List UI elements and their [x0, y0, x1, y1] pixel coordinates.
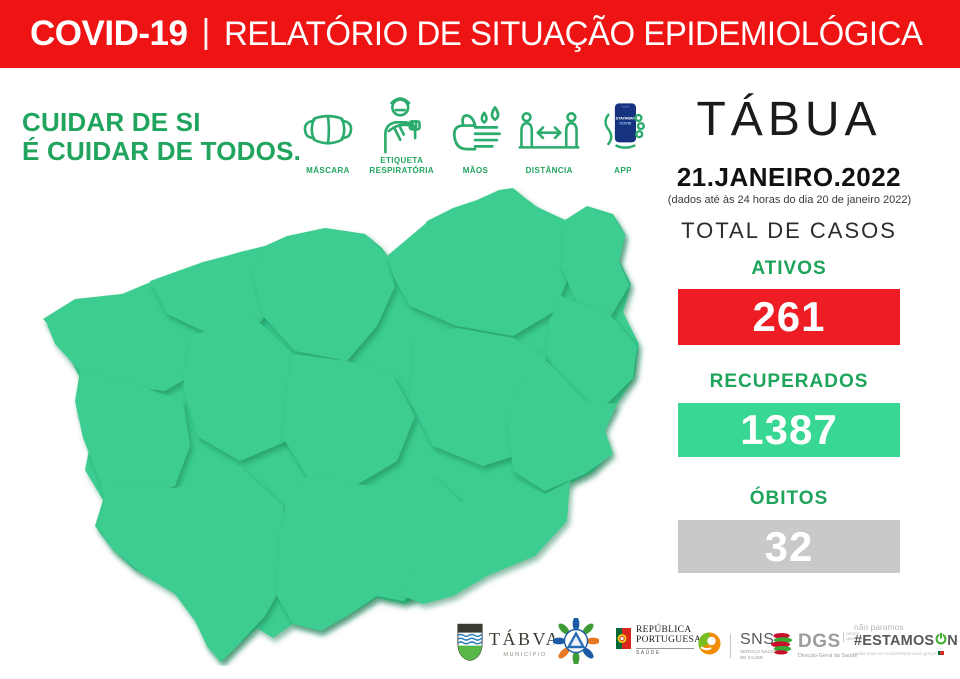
map-parish-piece	[253, 228, 395, 361]
municipality-title: TÁBUA	[696, 93, 882, 146]
active-cases-label: ATIVOS	[751, 258, 827, 279]
dgs-since-line2: 1899	[845, 636, 855, 642]
map-parish-piece	[283, 354, 415, 486]
covid19-brand: COVID-19	[30, 14, 188, 53]
sns-subtitle-line2: DE SAÚDE	[740, 654, 764, 660]
republica-line2: PORTUGUESA	[636, 635, 702, 646]
republica-portuguesa-logo: REPÚBLICA PORTUGUESA SAÚDE	[616, 625, 701, 656]
recovered-cases-label: RECUPERADOS	[709, 371, 869, 392]
map-parish-piece	[387, 190, 573, 336]
prevention-icons-row: MÁSCARA ETIQUETA RESPIRATÓRIA	[293, 97, 658, 176]
estamoson-small-text: Saiba mais em covid19estamoson.gov.pt	[854, 651, 936, 656]
estamoson-hashtag: #ESTAMOS	[854, 632, 935, 649]
social-distance-icon	[518, 98, 580, 164]
tabua-coat-of-arms-icon	[456, 620, 484, 667]
hand-washing-icon	[447, 98, 505, 164]
active-cases-value-box: 261	[678, 289, 900, 345]
republica-subtitle: SAÚDE	[636, 647, 694, 656]
sns-logo: SNS SERVIÇO NACIONAL DE SAÚDE	[698, 632, 784, 661]
mini-flag-icon	[937, 651, 944, 656]
app-screen-line1: STAYAWAY	[616, 117, 636, 121]
map-parish-piece	[507, 361, 617, 491]
prevention-item-cough-etiquette: ETIQUETA RESPIRATÓRIA	[367, 97, 437, 176]
municipality-map	[25, 176, 655, 666]
estamoson-tagline: não paramos	[854, 622, 904, 632]
prevention-label: MÁSCARA	[306, 166, 350, 175]
map-parish-piece	[183, 316, 307, 461]
map-parish-piece	[75, 371, 190, 498]
header-title: RELATÓRIO DE SITUAÇÃO EPIDEMIOLÓGICA	[224, 14, 923, 53]
deaths-label: ÓBITOS	[749, 488, 829, 509]
dgs-subtitle: Direção-Geral da Saúde	[798, 652, 858, 659]
prevention-item-hands: MÃOS	[441, 98, 511, 176]
tabua-municipality-logo: TÁBVA MUNICÍPIO	[456, 620, 561, 667]
header-divider: |	[201, 12, 211, 51]
tagline-line2: É CUIDAR DE TODOS.	[22, 136, 302, 167]
deaths-value: 32	[764, 522, 814, 570]
map-parish-piece	[547, 296, 637, 406]
sns-acronym: SNS	[740, 631, 775, 648]
prevention-label: ETIQUETA RESPIRATÓRIA	[369, 156, 435, 175]
estamoson-logo: não paramos #ESTAMOS N Saiba mais em cov…	[854, 622, 958, 656]
cough-etiquette-icon	[374, 94, 430, 154]
header-bar: COVID-19 | RELATÓRIO DE SITUAÇÃO EPIDEMI…	[0, 0, 960, 68]
map-parish-piece	[561, 208, 629, 316]
portugal-flag-icon	[616, 627, 631, 654]
prevention-label: APP	[614, 166, 632, 175]
tabua-logo-subtitle: MUNICÍPIO	[503, 652, 547, 658]
map-parish-piece	[403, 476, 570, 604]
prevention-item-distance: DISTÂNCIA	[514, 98, 584, 176]
dgs-logo: DGS DESDE 1899 Direção-Geral da Saúde	[770, 631, 859, 660]
report-date: 21.JANEIRO.2022	[676, 162, 902, 192]
app-screen-line2: COVID	[620, 122, 632, 126]
map-parish-piece	[97, 466, 293, 662]
recovered-cases-value-box: 1387	[678, 403, 900, 457]
dgs-acronym: DGS	[798, 631, 841, 653]
civil-protection-icon	[552, 617, 600, 669]
civil-protection-logo	[552, 617, 600, 669]
sns-icon	[698, 632, 721, 660]
covid-app-icon: STAYAWAY COVID	[597, 98, 649, 164]
prevention-label: DISTÂNCIA	[525, 166, 573, 175]
prevention-label: MÃOS	[462, 166, 489, 175]
dgs-since-line1: DESDE	[845, 631, 860, 637]
sns-subtitle-line1: SERVIÇO NACIONAL	[740, 649, 785, 654]
tagline-line1: CUIDAR DE SI	[22, 107, 201, 137]
map-parishes	[45, 190, 637, 662]
republica-line1: REPÚBLICA	[636, 625, 692, 635]
prevention-item-app: STAYAWAY COVID APP	[588, 98, 658, 176]
active-cases-value: 261	[752, 293, 826, 340]
prevention-item-mask: MÁSCARA	[293, 98, 363, 176]
tabua-logo-name: TÁBVA	[489, 629, 562, 649]
estamoson-suffix: N	[947, 632, 958, 649]
power-on-icon	[935, 632, 947, 649]
footer-logos: TÁBVA MUNICÍPIO	[440, 614, 960, 676]
recovered-cases-value: 1387	[740, 406, 838, 453]
mask-icon	[300, 98, 356, 164]
deaths-value-box: 32	[678, 520, 900, 573]
tagline: CUIDAR DE SI É CUIDAR DE TODOS.	[22, 107, 302, 167]
dgs-icon	[770, 631, 793, 660]
data-cutoff-note: (dados até às 24 horas do dia 20 de jane…	[667, 194, 912, 206]
cases-section-title: TOTAL DE CASOS	[681, 218, 897, 243]
